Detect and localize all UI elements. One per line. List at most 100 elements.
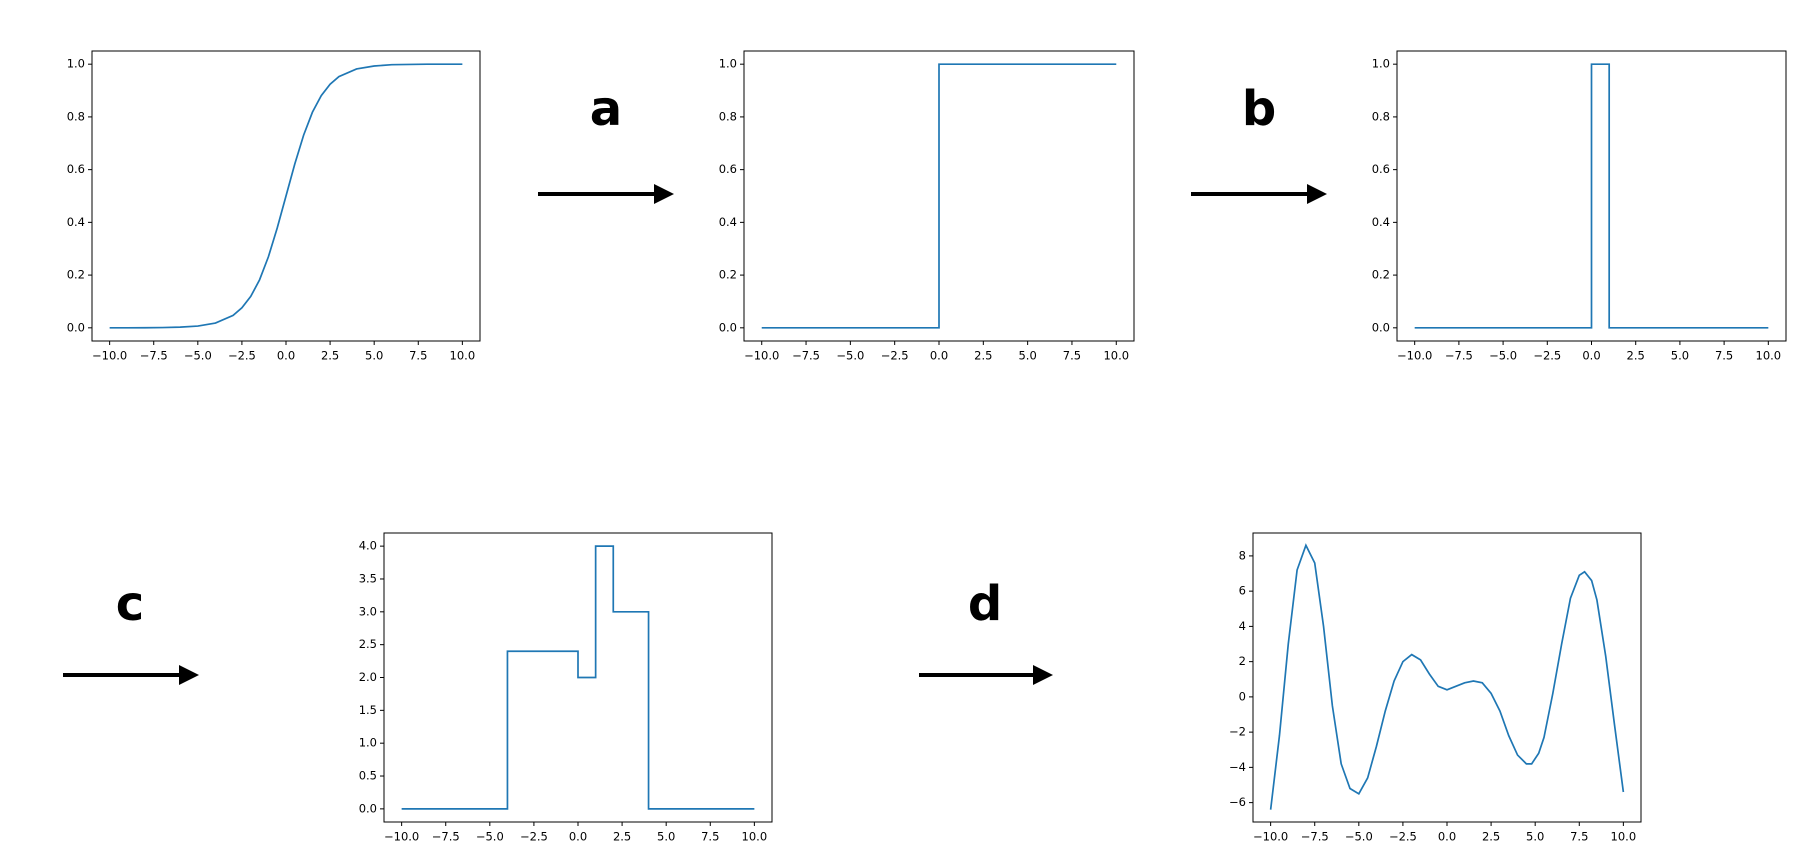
- x-tick-label: −10.0: [744, 349, 779, 363]
- x-tick-label: −2.5: [1533, 349, 1561, 363]
- y-tick-label: 0.4: [719, 215, 737, 229]
- x-tick-label: 10.0: [1756, 349, 1782, 363]
- x-tick-label: −10.0: [1253, 830, 1288, 844]
- y-tick-label: 3.5: [359, 571, 377, 585]
- y-tick-label: 0.2: [719, 268, 737, 282]
- y-tick-label: 0.8: [1372, 109, 1390, 123]
- y-tick-label: 0.4: [67, 215, 85, 229]
- y-tick-label: 0.8: [67, 109, 85, 123]
- x-tick-label: 5.0: [365, 349, 383, 363]
- x-tick-label: −10.0: [92, 349, 127, 363]
- x-tick-label: 7.5: [409, 349, 427, 363]
- chart: −10.0 −7.5 −5.0 −2.5 0.0 2.5 5.0 7.5 10.0 0.0 0.2 0…: [719, 50, 1135, 363]
- data-line: [109, 63, 463, 329]
- y-tick-label: 0.0: [359, 801, 377, 815]
- y-tick-label: 1.0: [67, 57, 85, 71]
- x-tick-label: −2.5: [881, 349, 909, 363]
- plot-frame: [91, 50, 481, 342]
- y-tick-label: 0.4: [1372, 215, 1390, 229]
- x-tick-label: 2.5: [321, 349, 339, 363]
- plot-frame: [1252, 532, 1642, 823]
- chart: −10.0 −7.5 −5.0 −2.5 0.0 2.5 5.0 7.5 10.0 −6 −4 −2 0…: [1229, 532, 1642, 844]
- x-tick-label: 0.0: [1438, 830, 1456, 844]
- y-tick-label: 4.0: [359, 539, 377, 553]
- x-tick-label: 7.5: [1715, 349, 1733, 363]
- x-tick-label: −7.5: [1301, 830, 1329, 844]
- x-tick-label: 5.0: [1671, 349, 1689, 363]
- arrow: [919, 665, 1053, 685]
- x-tick-label: 10.0: [1103, 349, 1129, 363]
- x-tick-label: 5.0: [1526, 830, 1544, 844]
- x-tick-label: −2.5: [1389, 830, 1417, 844]
- chart: −10.0 −7.5 −5.0 −2.5 0.0 2.5 5.0 7.5 10.0 0.0 0.2 0…: [67, 50, 481, 363]
- x-tick-label: −5.0: [476, 830, 504, 844]
- arrow: [538, 184, 674, 204]
- arrow: [63, 665, 199, 685]
- y-tick-label: 1.0: [359, 736, 377, 750]
- y-tick-label: 0.6: [719, 162, 737, 176]
- data-line: [761, 63, 1117, 329]
- y-tick-label: 2: [1239, 654, 1246, 668]
- step-label: d: [968, 576, 1002, 632]
- plot-frame: [743, 50, 1135, 342]
- y-tick-label: 1.0: [719, 57, 737, 71]
- y-tick-label: 1.5: [359, 703, 377, 717]
- y-tick-label: 0.0: [67, 320, 85, 334]
- x-tick-label: 0.0: [569, 830, 587, 844]
- chart: −10.0 −7.5 −5.0 −2.5 0.0 2.5 5.0 7.5 10.0 0.0 0.5 1…: [359, 532, 773, 844]
- step-label: a: [590, 81, 622, 137]
- x-tick-label: 10.0: [450, 349, 476, 363]
- x-tick-label: 5.0: [657, 830, 675, 844]
- x-tick-label: 7.5: [1063, 349, 1081, 363]
- arrow: [1191, 184, 1327, 204]
- x-tick-label: −10.0: [1397, 349, 1432, 363]
- data-line: [401, 545, 755, 810]
- step-label: c: [116, 576, 144, 632]
- plot-frame: [1396, 50, 1787, 342]
- x-tick-label: 2.5: [613, 830, 631, 844]
- x-tick-label: 10.0: [1611, 830, 1637, 844]
- x-tick-label: 7.5: [701, 830, 719, 844]
- y-tick-label: −6: [1229, 795, 1246, 809]
- y-tick-label: 6: [1239, 584, 1246, 598]
- y-tick-label: 0.5: [359, 769, 377, 783]
- y-tick-label: 8: [1239, 548, 1246, 562]
- chart: −10.0 −7.5 −5.0 −2.5 0.0 2.5 5.0 7.5 10.0 0.0 0.2 0…: [1372, 50, 1787, 363]
- x-tick-label: −7.5: [432, 830, 460, 844]
- y-tick-label: 1.0: [1372, 57, 1390, 71]
- step-label: b: [1242, 81, 1276, 137]
- x-tick-label: 0.0: [1582, 349, 1600, 363]
- x-tick-label: −10.0: [384, 830, 419, 844]
- y-tick-label: 0.6: [1372, 162, 1390, 176]
- x-tick-label: 7.5: [1570, 830, 1588, 844]
- y-tick-label: 2.0: [359, 670, 377, 684]
- x-tick-label: 0.0: [930, 349, 948, 363]
- x-tick-label: −7.5: [140, 349, 168, 363]
- y-tick-label: −4: [1229, 760, 1246, 774]
- y-tick-label: 0.8: [719, 109, 737, 123]
- y-tick-label: 4: [1239, 619, 1246, 633]
- data-line: [1414, 63, 1769, 329]
- y-tick-label: 0.6: [67, 162, 85, 176]
- x-tick-label: 10.0: [742, 830, 768, 844]
- plot-frame: [383, 532, 773, 823]
- x-tick-label: 2.5: [974, 349, 992, 363]
- data-line: [1269, 543, 1625, 810]
- x-tick-label: 5.0: [1018, 349, 1036, 363]
- y-tick-label: −2: [1229, 725, 1246, 739]
- x-tick-label: 2.5: [1482, 830, 1500, 844]
- x-tick-label: −5.0: [836, 349, 864, 363]
- x-tick-label: −2.5: [228, 349, 256, 363]
- x-tick-label: 0.0: [277, 349, 295, 363]
- x-tick-label: −7.5: [792, 349, 820, 363]
- x-tick-label: −5.0: [184, 349, 212, 363]
- x-tick-label: −5.0: [1345, 830, 1373, 844]
- y-tick-label: 0.0: [719, 320, 737, 334]
- x-tick-label: 2.5: [1627, 349, 1645, 363]
- x-tick-label: −7.5: [1445, 349, 1473, 363]
- y-tick-label: 3.0: [359, 604, 377, 618]
- y-tick-label: 0.2: [1372, 268, 1390, 282]
- x-tick-label: −2.5: [520, 830, 548, 844]
- y-tick-label: 2.5: [359, 637, 377, 651]
